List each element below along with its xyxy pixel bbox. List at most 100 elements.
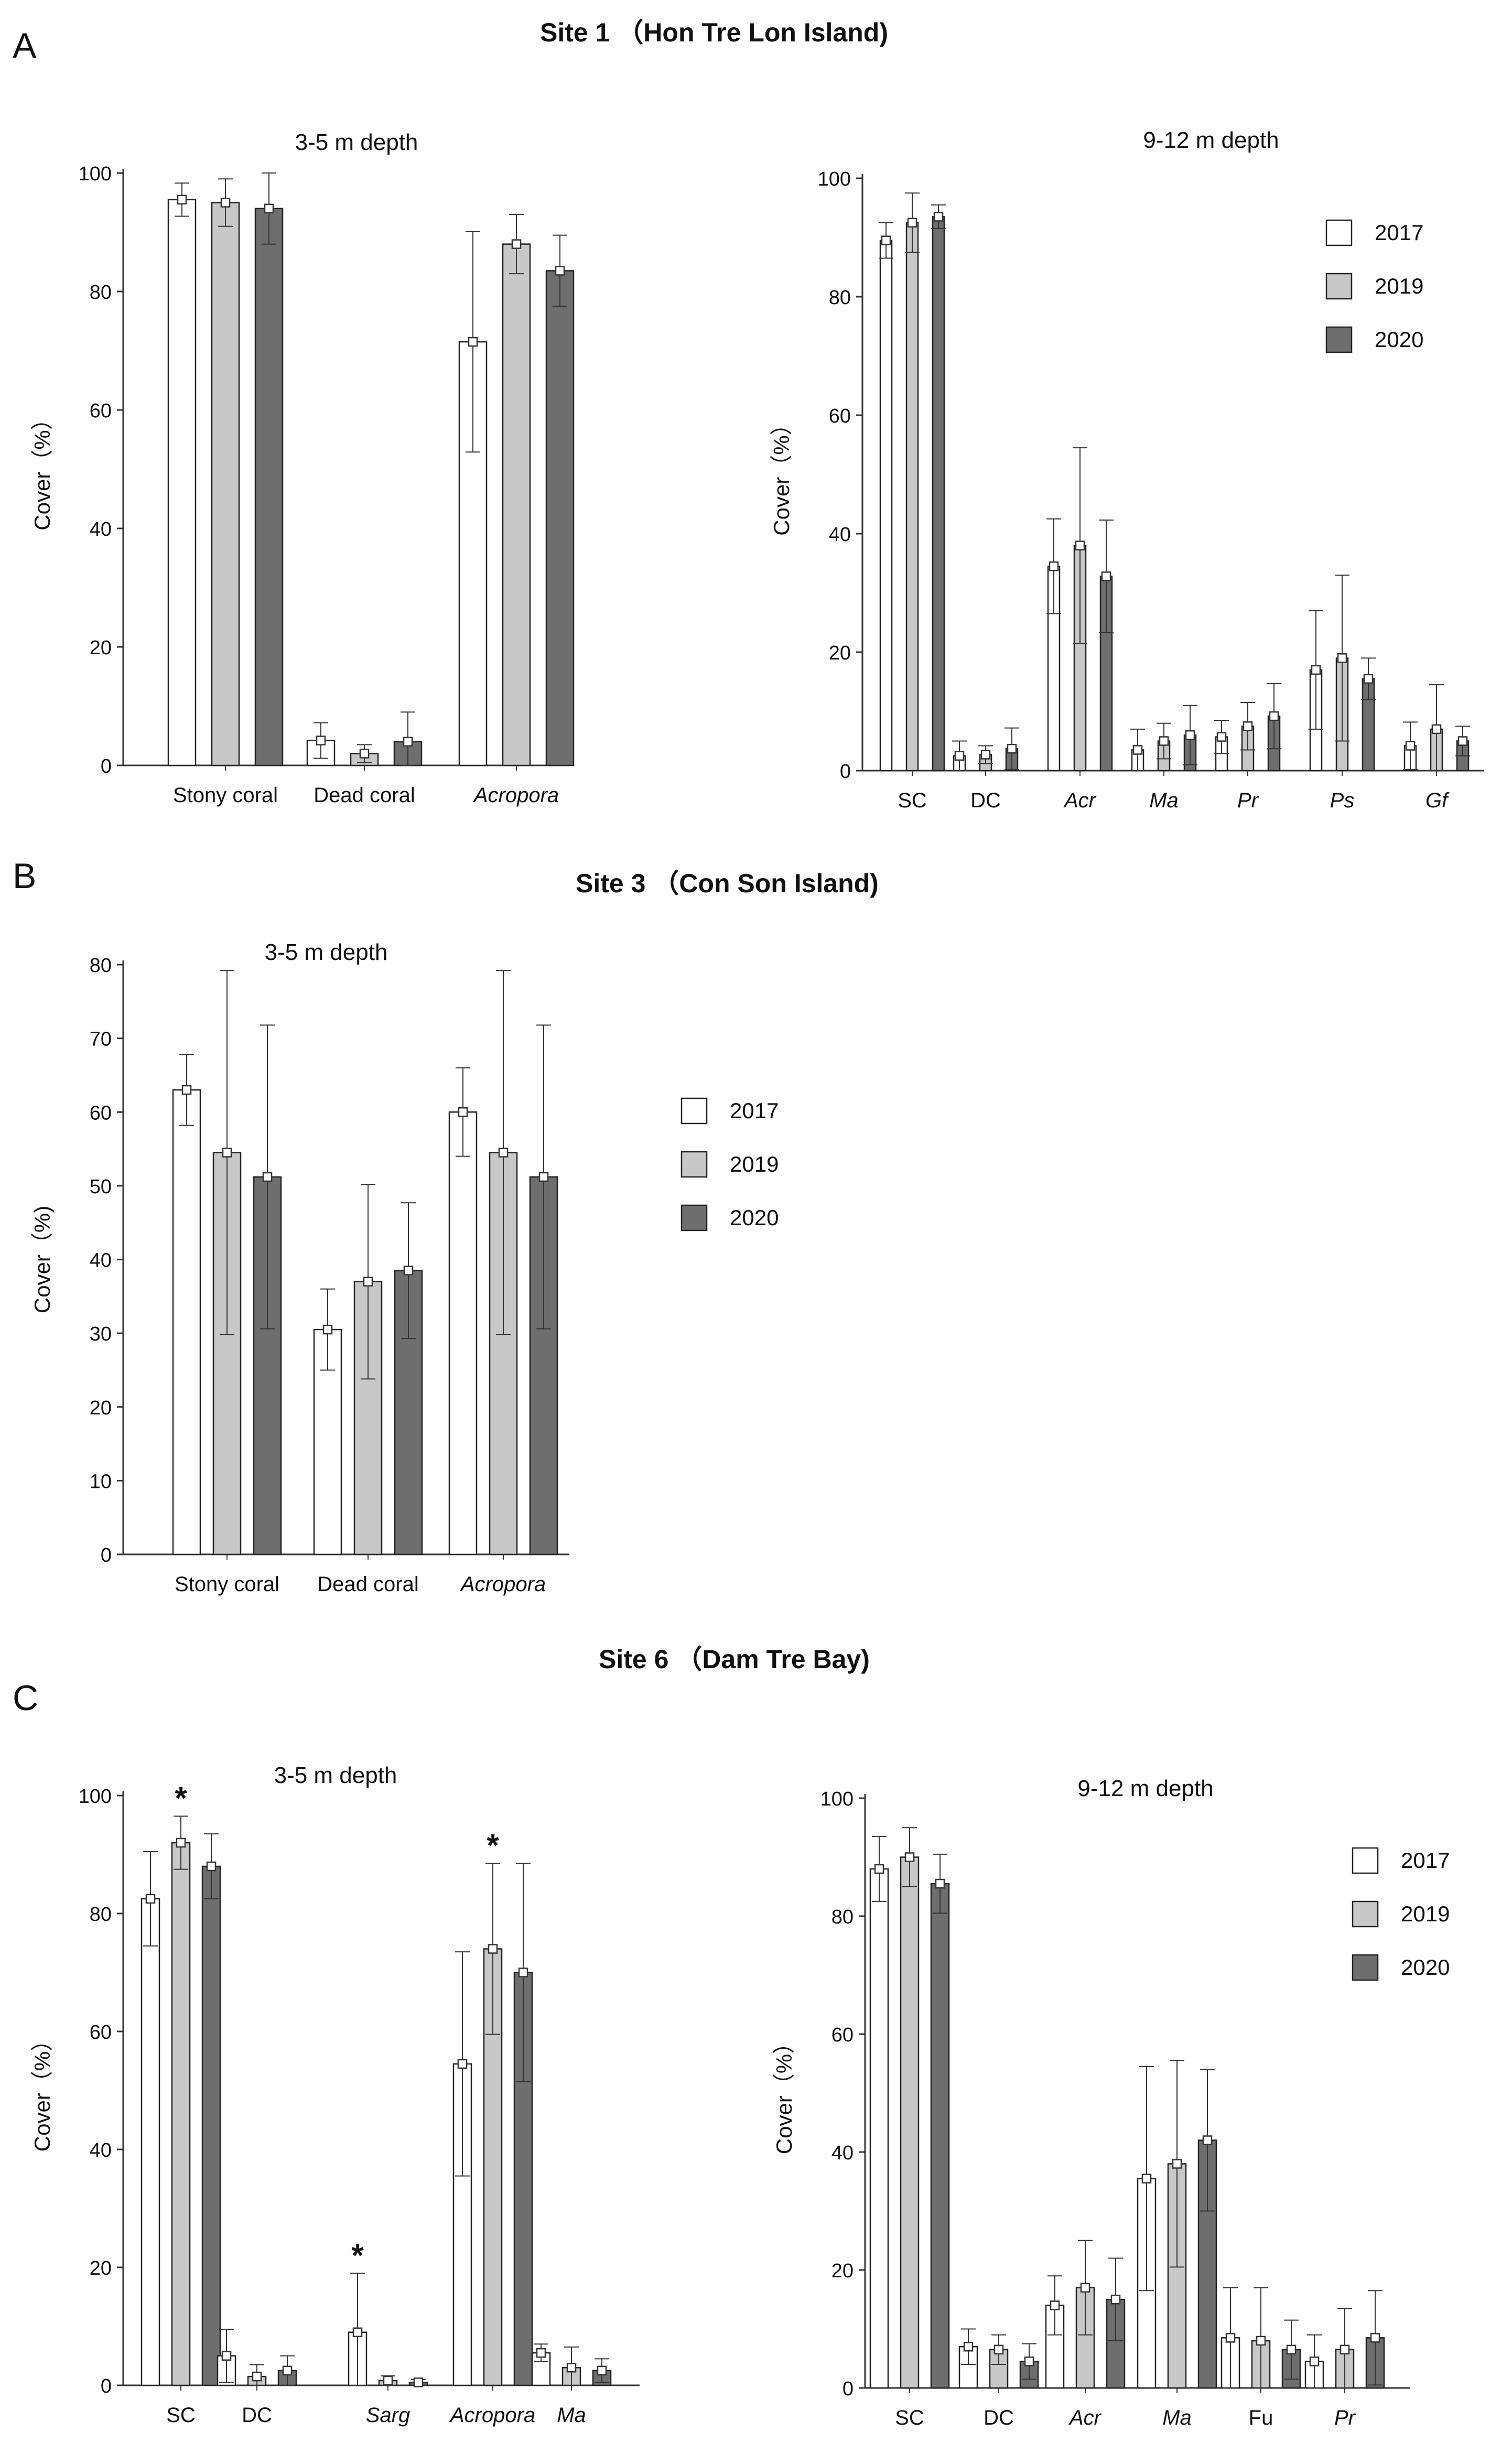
- x-tick-label-ma: Ma: [557, 2404, 586, 2427]
- x-tick-label-pr: Pr: [1334, 2406, 1356, 2429]
- y-tick-label: 40: [829, 524, 851, 546]
- y-tick-label: 60: [90, 400, 112, 422]
- mean-marker-ma-2019: [1172, 2159, 1182, 2169]
- x-tick-label-sarg: Sarg: [366, 2404, 411, 2427]
- mean-marker-pr-2019: [1243, 721, 1253, 731]
- y-tick-label: 20: [90, 637, 112, 659]
- mean-marker-sc-2020: [206, 1861, 217, 1872]
- mean-marker-gf-2017: [1405, 741, 1416, 751]
- y-tick-label: 20: [90, 1397, 112, 1419]
- x-tick-label-ma: Ma: [1149, 789, 1179, 812]
- mean-marker-acr-2017: [1050, 2300, 1060, 2310]
- chart-title: 9-12 m depth: [1143, 127, 1279, 153]
- panel-letter-b: B: [13, 856, 37, 896]
- mean-marker-stony-coral-2017: [177, 194, 187, 205]
- legend-swatch-2017: [1352, 1847, 1379, 1874]
- site-title-b: Site 3 （Con Son Island): [576, 869, 879, 898]
- y-tick-label: 70: [90, 1029, 112, 1051]
- mean-marker-pr-2020: [1370, 2333, 1380, 2343]
- mean-marker-dc-2017: [221, 2351, 232, 2361]
- mean-marker-acropora-2019: [511, 239, 522, 249]
- bar-stony-coral-2017: [167, 199, 197, 766]
- mean-marker-fu-2019: [1256, 2336, 1266, 2346]
- y-tick-label: 0: [101, 2375, 112, 2397]
- legend-label-2020: 2020: [730, 1205, 779, 1230]
- mean-marker-acropora-2019: [498, 1148, 509, 1158]
- x-tick-label-dc: DC: [984, 2406, 1014, 2429]
- mean-marker-stony-coral-2020: [264, 203, 274, 214]
- mean-marker-dead-coral-2020: [403, 1266, 414, 1275]
- mean-marker-acropora-2017: [458, 1107, 468, 1117]
- mean-marker-sc-2019: [907, 218, 917, 228]
- legend-label-2019: 2019: [1401, 1901, 1450, 1926]
- mean-marker-acr-2019: [1075, 541, 1085, 550]
- x-tick-label-stony-coral: Stony coral: [175, 1573, 279, 1596]
- mean-marker-fu-2020: [1286, 2344, 1297, 2355]
- mean-marker-sc-2017: [881, 235, 891, 245]
- mean-marker-stony-coral-2019: [220, 198, 231, 208]
- mean-marker-ma-2017: [1132, 745, 1143, 755]
- bar-stony-coral-2017: [172, 1089, 201, 1555]
- x-tick-label-stony-coral: Stony coral: [173, 784, 278, 807]
- x-tick-label-sc: SC: [895, 2406, 924, 2429]
- mean-marker-acr-2020: [1101, 571, 1111, 581]
- mean-marker-ma-2019: [1159, 736, 1169, 746]
- mean-marker-pr-2017: [1309, 2356, 1320, 2366]
- y-tick-label: 50: [90, 1176, 112, 1198]
- legend-label-2019: 2019: [1375, 274, 1423, 298]
- x-tick-label-pr: Pr: [1237, 789, 1259, 812]
- mean-marker-dead-coral-2017: [322, 1324, 333, 1335]
- bar-acropora-2019: [502, 243, 531, 766]
- x-tick-label-gf: Gf: [1425, 789, 1450, 812]
- y-tick-label: 40: [90, 518, 112, 541]
- mean-marker-dc-2017: [954, 751, 965, 761]
- bar-acr-2019: [1075, 2287, 1095, 2389]
- bar-sc-2017: [141, 1898, 160, 2386]
- mean-marker-dead-coral-2019: [363, 1277, 373, 1287]
- mean-marker-sc-2019: [904, 1852, 915, 1862]
- legend-label-2017: 2017: [1375, 220, 1423, 245]
- chart-title: 3-5 m depth: [295, 129, 418, 155]
- mean-marker-dc-2020: [1007, 743, 1017, 754]
- chart-title: 3-5 m depth: [274, 1763, 397, 1788]
- x-tick-label-dc: DC: [242, 2404, 272, 2427]
- y-tick-label: 60: [831, 2024, 854, 2046]
- x-tick-label-dead-coral: Dead coral: [317, 1573, 418, 1596]
- y-tick-label: 0: [840, 761, 851, 783]
- legend-swatch-2019: [681, 1151, 708, 1178]
- y-tick-label: 100: [79, 163, 112, 185]
- site-title-a: Site 1 （Hon Tre Lon Island): [540, 18, 888, 47]
- y-tick-label: 80: [90, 282, 112, 304]
- mean-marker-dead-coral-2017: [316, 736, 326, 745]
- y-tick-label: 80: [831, 1906, 854, 1928]
- mean-marker-stony-coral-2017: [181, 1085, 192, 1095]
- y-tick-label: 100: [818, 168, 851, 190]
- bar-sc-2020: [930, 1883, 950, 2389]
- mean-marker-stony-coral-2019: [222, 1148, 232, 1158]
- y-tick-label: 0: [101, 1544, 112, 1566]
- x-tick-label-ma: Ma: [1162, 2406, 1192, 2429]
- mean-marker-dc-2019: [993, 2344, 1004, 2355]
- y-tick-label: 60: [90, 1102, 112, 1124]
- x-tick-label-acropora: Acropora: [473, 784, 559, 807]
- mean-marker-dead-coral-2019: [359, 749, 370, 759]
- mean-marker-stony-coral-2020: [262, 1172, 273, 1182]
- y-tick-label: 20: [831, 2260, 854, 2282]
- x-tick-label-dc: DC: [970, 789, 1001, 812]
- mean-marker-dc-2019: [252, 2371, 262, 2382]
- mean-marker-dc-2019: [980, 750, 991, 760]
- y-tick-label: 20: [829, 642, 851, 664]
- y-tick-label: 80: [90, 955, 112, 977]
- y-tick-label: 30: [90, 1323, 112, 1345]
- mean-marker-sc-2017: [145, 1894, 156, 1904]
- y-axis-label: Cover（%): [30, 1206, 55, 1313]
- mean-marker-sarg-2017: [352, 2327, 363, 2337]
- bar-acropora-2020: [545, 270, 575, 766]
- x-tick-label-sc: SC: [898, 789, 927, 812]
- y-axis-label: Cover（%）: [30, 408, 55, 530]
- mean-marker-dc-2017: [963, 2342, 974, 2352]
- mean-marker-ma-2020: [1202, 2135, 1213, 2145]
- legend-swatch-2017: [681, 1097, 708, 1125]
- mean-marker-acropora-2017: [468, 337, 478, 347]
